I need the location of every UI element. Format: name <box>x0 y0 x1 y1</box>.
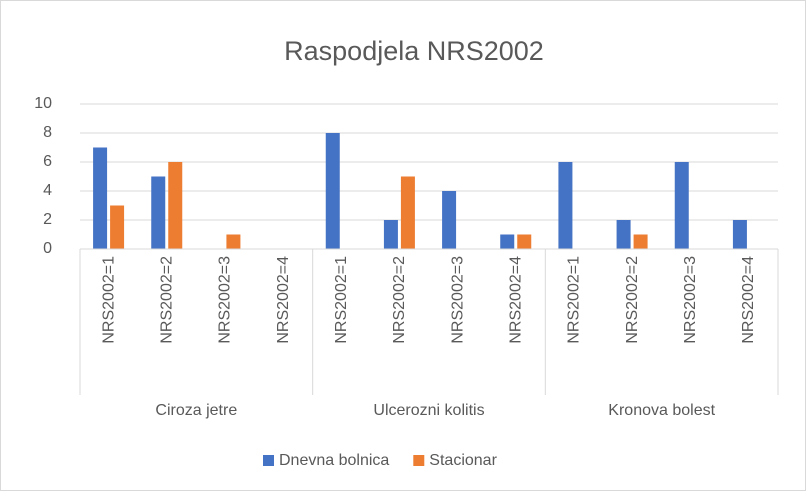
bar <box>383 220 398 249</box>
x-tick-label: NRS2002=4 <box>275 256 292 344</box>
y-tick-label: 8 <box>43 124 52 141</box>
bar <box>110 205 125 249</box>
x-tick-label: NRS2002=2 <box>158 256 175 344</box>
bar <box>442 191 457 249</box>
bar <box>517 234 532 249</box>
bar <box>558 162 573 249</box>
x-tick-label: NRS2002=3 <box>449 256 466 344</box>
bar <box>732 220 747 249</box>
x-tick-label: NRS2002=3 <box>682 256 699 344</box>
y-tick-label: 4 <box>43 182 52 199</box>
bar <box>633 234 648 249</box>
group-label: Ulcerozni kolitis <box>373 402 484 419</box>
legend-swatch <box>413 455 425 466</box>
chart-title: Raspodjela NRS2002 <box>284 36 544 66</box>
x-tick-label: NRS2002=1 <box>100 256 117 344</box>
group-label: Ciroza jetre <box>155 402 237 419</box>
bar <box>500 234 515 249</box>
bar <box>226 234 241 249</box>
bar <box>168 162 183 249</box>
x-tick-label: NRS2002=1 <box>333 256 350 344</box>
bar <box>93 147 108 249</box>
group-label: Kronova bolest <box>608 402 715 419</box>
bar <box>151 176 166 249</box>
bar <box>674 162 689 249</box>
bar <box>400 176 415 249</box>
x-tick-label: NRS2002=2 <box>391 256 408 344</box>
bar <box>616 220 631 249</box>
legend-swatch <box>263 455 274 466</box>
legend-label: Dnevna bolnica <box>279 452 389 469</box>
x-tick-label: NRS2002=4 <box>740 256 757 344</box>
x-tick-label: NRS2002=1 <box>566 256 583 344</box>
y-tick-label: 2 <box>43 211 52 228</box>
x-tick-label: NRS2002=2 <box>624 256 641 344</box>
y-tick-label: 0 <box>43 240 52 257</box>
y-tick-label: 10 <box>34 95 52 112</box>
bar <box>325 133 340 249</box>
y-tick-label: 6 <box>43 153 52 170</box>
legend-label: Stacionar <box>429 452 497 469</box>
x-tick-label: NRS2002=4 <box>507 256 524 344</box>
x-tick-label: NRS2002=3 <box>217 256 234 344</box>
